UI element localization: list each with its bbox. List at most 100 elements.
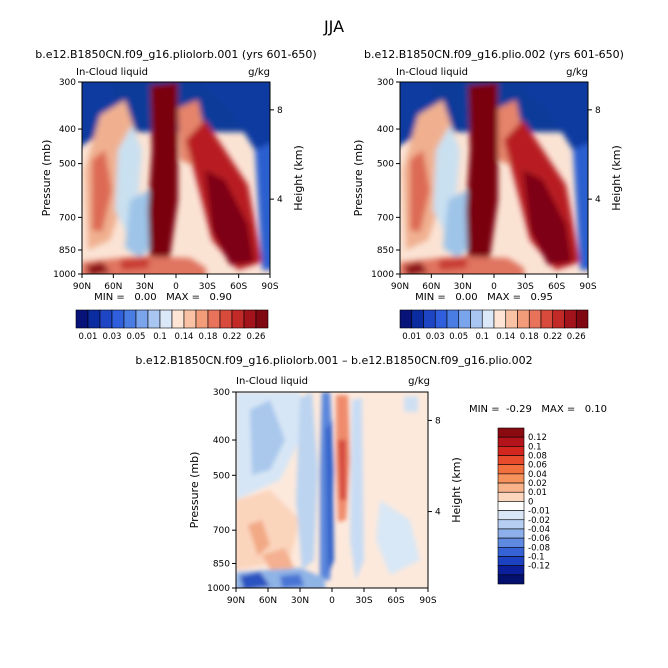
y-tick-label: 700	[213, 526, 230, 536]
colorbar-swatch	[434, 309, 448, 329]
colorbar-swatch	[195, 309, 209, 329]
colorbar-swatch	[135, 309, 149, 329]
colorbar-swatch	[497, 501, 525, 511]
panel-1: b.e12.B1850CN.f09_g16.pliolorb.001 (yrs …	[35, 48, 316, 342]
panel-3-y2-ticks: 84	[428, 416, 441, 518]
y-tick-label: 850	[59, 246, 76, 256]
y-tick-label: 400	[213, 436, 230, 446]
colorbar-label: 0.1	[475, 332, 489, 342]
x-tick-label: 60S	[548, 282, 565, 292]
colorbar-swatch	[497, 574, 525, 585]
x-tick-label: 30S	[199, 282, 216, 292]
panel-3-colorbar: 0.120.10.080.060.040.020.010-0.01-0.02-0…	[497, 427, 550, 585]
colorbar-label: 0.26	[567, 332, 586, 342]
colorbar-swatch	[528, 309, 542, 329]
panel-3-title: b.e12.B1850CN.f09_g16.pliolorb.001 – b.e…	[135, 354, 532, 367]
x-tick-label: 90N	[391, 282, 409, 292]
colorbar-label: 0.22	[223, 332, 242, 342]
colorbar-swatch	[497, 482, 525, 493]
panel-3: b.e12.B1850CN.f09_g16.pliolorb.001 – b.e…	[135, 354, 607, 606]
colorbar-swatch	[446, 309, 460, 329]
y2-tick-label: 8	[435, 416, 441, 426]
y-tick-label: 300	[377, 78, 394, 88]
colorbar-swatch	[497, 565, 525, 576]
x-tick-label: 0	[491, 282, 497, 292]
colorbar-label: 0.03	[426, 332, 445, 342]
colorbar-label: 0.1	[528, 442, 542, 452]
panel-2-title: b.e12.B1850CN.f09_g16.plio.002 (yrs 601-…	[364, 48, 624, 61]
panel-3-units-label: g/kg	[408, 376, 430, 387]
colorbar-swatch	[497, 464, 525, 475]
panel-1-y-axis-label: Pressure (mb)	[40, 140, 53, 217]
colorbar-label: 0.18	[520, 332, 539, 342]
y2-tick-label: 4	[435, 508, 441, 518]
colorbar-swatch	[497, 427, 525, 438]
y-tick-label: 400	[377, 125, 394, 135]
y-tick-label: 850	[213, 560, 230, 570]
panel-1-contour-field	[82, 82, 270, 274]
colorbar-swatch	[575, 309, 589, 329]
colorbar-swatch	[183, 309, 197, 329]
x-tick-label: 60S	[387, 596, 404, 606]
colorbar-swatch	[497, 455, 525, 466]
panel-1-y2-ticks: 84	[270, 106, 283, 205]
panel-2-y2-ticks: 84	[588, 106, 601, 205]
colorbar-swatch	[497, 491, 525, 502]
colorbar-swatch	[171, 309, 185, 329]
panel-1-title: b.e12.B1850CN.f09_g16.pliolorb.001 (yrs …	[35, 48, 316, 61]
colorbar-swatch	[231, 309, 245, 329]
colorbar-swatch	[481, 309, 495, 329]
panel-2-units-label: g/kg	[566, 67, 588, 78]
colorbar-label: 0.02	[528, 479, 547, 489]
x-tick-label: 0	[173, 282, 179, 292]
colorbar-label: 0.1	[153, 332, 167, 342]
colorbar-swatch	[399, 309, 413, 329]
panel-1-colorbar: 0.01 0.03 0.05 0.1 0.14 0.18 0.22 0.26	[75, 309, 269, 342]
colorbar-label: -0.01	[528, 507, 550, 517]
y2-tick-label: 4	[277, 195, 283, 205]
colorbar-label: 0.04	[528, 470, 547, 480]
colorbar-label: 0.06	[528, 461, 547, 471]
figure-title: JJA	[323, 17, 344, 36]
colorbar-label: 0	[528, 497, 533, 507]
colorbar-swatch	[552, 309, 565, 329]
panel-3-x-ticks: 90N 60N 30N 0 30S 60S 90S	[227, 588, 437, 606]
colorbar-swatch	[458, 309, 471, 329]
colorbar-swatch	[255, 309, 269, 329]
colorbar-label: -0.1	[528, 552, 545, 562]
colorbar-swatch	[219, 309, 233, 329]
colorbar-label: 0.05	[127, 332, 146, 342]
x-tick-label: 60S	[230, 282, 247, 292]
colorbar-swatch	[497, 528, 525, 539]
colorbar-swatch	[111, 309, 125, 329]
colorbar-swatch	[411, 309, 424, 329]
colorbar-swatch	[497, 473, 525, 484]
colorbar-swatch	[505, 309, 518, 329]
colorbar-swatch	[159, 309, 173, 329]
panel-1-y2-axis-label: Height (km)	[292, 145, 305, 211]
colorbar-label: 0.26	[247, 332, 266, 342]
panel-1-x-ticks: 90N 60N 30N 0 30S 60S 90S	[73, 274, 279, 292]
colorbar-swatch	[497, 556, 525, 566]
panel-1-y-ticks: 300 400 500 700 850 1000	[53, 78, 82, 280]
colorbar-label: -0.04	[528, 525, 550, 535]
x-tick-label: 30S	[355, 596, 372, 606]
panel-2-y2-axis-label: Height (km)	[610, 145, 623, 211]
x-tick-label: 90S	[261, 282, 278, 292]
panel-3-field-label: In-Cloud liquid	[236, 376, 308, 387]
colorbar-swatch	[497, 546, 525, 557]
y-tick-label: 1000	[371, 270, 394, 280]
colorbar-swatch	[243, 309, 257, 329]
x-tick-label: 90N	[227, 596, 245, 606]
colorbar-swatch	[497, 446, 525, 456]
y2-tick-label: 8	[595, 106, 601, 116]
colorbar-swatch	[497, 537, 525, 548]
x-tick-label: 30N	[454, 282, 472, 292]
y-tick-label: 300	[59, 78, 76, 88]
x-tick-label: 30N	[291, 596, 309, 606]
colorbar-swatch	[423, 309, 436, 329]
x-tick-label: 0	[329, 596, 335, 606]
x-tick-label: 60N	[104, 282, 122, 292]
x-tick-label: 30N	[136, 282, 154, 292]
